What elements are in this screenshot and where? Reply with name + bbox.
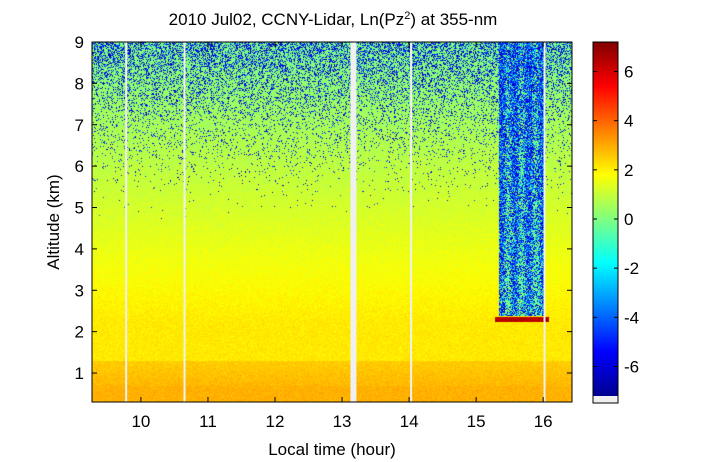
data-gaps (125, 42, 546, 402)
x-axis-label: Local time (hour) (268, 440, 396, 459)
colorbar-tick-label: 0 (624, 210, 633, 229)
colorbar-nodata-swatch (593, 396, 618, 403)
plot-frame (91, 41, 573, 403)
chart-title-suffix: ) at 355-nm (410, 10, 497, 29)
colorbar-frame (592, 41, 619, 404)
chart-title-superscript: 2 (404, 10, 410, 22)
x-tick-label: 10 (131, 412, 150, 431)
y-axis-label: Altitude (km) (44, 174, 63, 269)
colorbar-tick-label: -4 (624, 308, 639, 327)
y-axis-ticks: 1 2 3 4 5 6 7 8 9 (75, 33, 572, 383)
data-gap-line (410, 42, 413, 402)
x-tick-label: 16 (534, 412, 553, 431)
data-gap-line (350, 42, 357, 402)
colorbar-tick-label: -2 (624, 259, 639, 278)
y-tick-label: 3 (75, 281, 84, 300)
x-tick-label: 13 (333, 412, 352, 431)
y-tick-label: 1 (75, 364, 84, 383)
colorbar-tick-label: 6 (624, 63, 633, 82)
x-axis-ticks: 10 11 12 13 14 15 16 (131, 42, 553, 431)
x-tick-label: 11 (199, 412, 217, 431)
chart-title-prefix: 2010 Jul02, CCNY-Lidar, Ln(Pz (169, 10, 405, 29)
colorbar-ticks: 6 4 2 0 -2 -4 -6 (593, 63, 639, 377)
colorbar-gradient (593, 42, 618, 396)
colorbar-tick-label: 2 (624, 161, 633, 180)
x-tick-label: 14 (400, 412, 419, 431)
y-tick-label: 8 (75, 74, 84, 93)
y-tick-label: 5 (75, 199, 84, 218)
colorbar-tick-label: 4 (624, 112, 633, 131)
colorbar-tick-label: -6 (624, 358, 639, 377)
x-tick-label: 12 (266, 412, 285, 431)
data-gap-line (543, 42, 546, 402)
y-tick-label: 7 (75, 116, 84, 135)
y-tick-label: 9 (75, 33, 84, 52)
heatmap-image (92, 42, 572, 402)
data-gap-line (183, 42, 186, 402)
colorbar: 6 4 2 0 -2 -4 -6 (592, 41, 639, 404)
x-tick-label: 15 (467, 412, 486, 431)
y-tick-label: 6 (75, 157, 84, 176)
y-tick-label: 4 (75, 240, 84, 259)
y-tick-label: 2 (75, 323, 84, 342)
chart-title: 2010 Jul02, CCNY-Lidar, Ln(Pz2) at 355-n… (169, 10, 498, 29)
data-gap-line (125, 42, 128, 402)
